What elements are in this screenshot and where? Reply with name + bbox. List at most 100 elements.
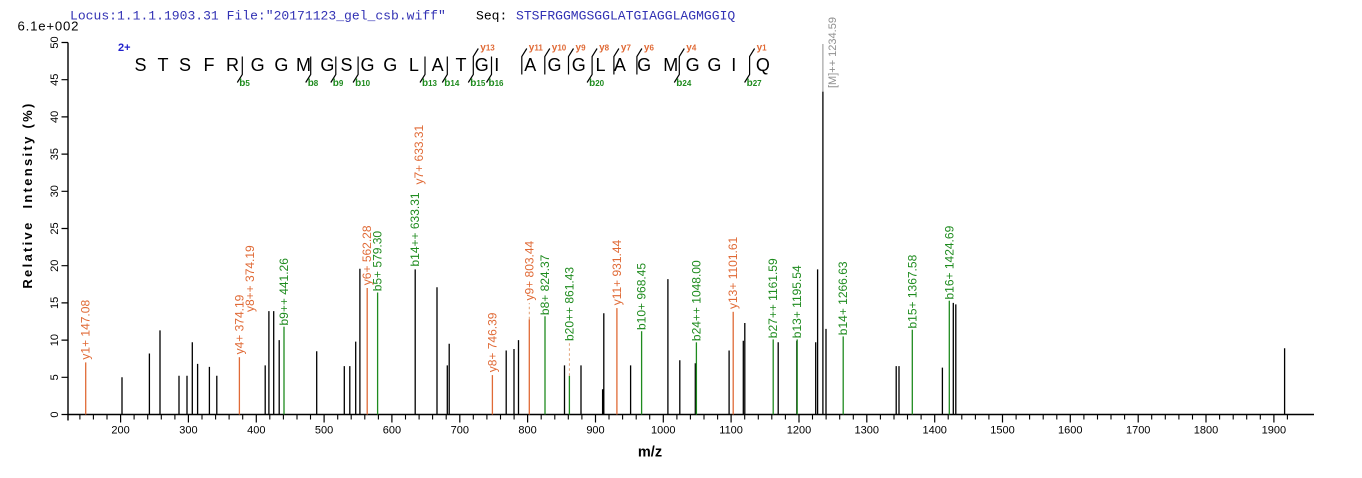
svg-text:y11: y11 (529, 43, 544, 54)
svg-text:b10+ 968.45: b10+ 968.45 (635, 263, 649, 330)
svg-text:G: G (547, 55, 561, 75)
svg-text:b9: b9 (333, 78, 344, 89)
svg-text:y13+ 1101.61: y13+ 1101.61 (726, 236, 740, 309)
svg-text:y8+ 746.39: y8+ 746.39 (485, 312, 499, 372)
svg-text:G: G (383, 55, 397, 75)
svg-text:10: 10 (49, 334, 61, 346)
svg-text:b13: b13 (422, 78, 438, 89)
svg-text:40: 40 (49, 111, 61, 123)
svg-text:b24++ 1048.00: b24++ 1048.00 (689, 260, 703, 341)
svg-text:6.1e+002: 6.1e+002 (18, 18, 80, 33)
svg-text:Q: Q (756, 55, 770, 75)
svg-text:L: L (409, 55, 419, 75)
svg-text:y13: y13 (480, 43, 495, 54)
svg-text:b10: b10 (355, 78, 371, 89)
svg-text:1200: 1200 (787, 425, 811, 437)
svg-text:b24: b24 (676, 78, 692, 89)
svg-text:b14: b14 (444, 78, 460, 89)
svg-text:M: M (663, 55, 678, 75)
svg-text:y4: y4 (686, 43, 697, 54)
svg-text:b5: b5 (239, 78, 250, 89)
svg-text:M: M (296, 55, 311, 75)
svg-text:1400: 1400 (922, 425, 946, 437)
svg-text:y1: y1 (757, 43, 768, 54)
svg-text:G: G (707, 55, 721, 75)
svg-text:S: S (340, 55, 352, 75)
svg-text:300: 300 (179, 425, 197, 437)
svg-text:I: I (731, 55, 736, 75)
svg-text:800: 800 (518, 425, 536, 437)
svg-text:b20++ 861.43: b20++ 861.43 (562, 267, 576, 341)
svg-text:1100: 1100 (719, 425, 743, 437)
svg-text:y10: y10 (552, 43, 567, 54)
svg-text:400: 400 (247, 425, 265, 437)
svg-text:b16: b16 (489, 78, 505, 89)
svg-text:b20: b20 (589, 78, 605, 89)
svg-text:b9++ 441.26: b9++ 441.26 (277, 258, 291, 326)
svg-text:y6: y6 (644, 43, 655, 54)
svg-text:[M]++ 1234.59: [M]++ 1234.59 (827, 17, 839, 88)
svg-text:G: G (274, 55, 288, 75)
svg-text:50: 50 (49, 36, 61, 48)
svg-text:b5+ 579.30: b5+ 579.30 (371, 231, 385, 292)
svg-text:y7+ 633.31: y7+ 633.31 (412, 124, 426, 184)
svg-text:b16+ 1424.69: b16+ 1424.69 (942, 225, 956, 299)
svg-text:600: 600 (383, 425, 401, 437)
svg-text:S: S (179, 55, 191, 75)
svg-text:y11+ 931.44: y11+ 931.44 (610, 239, 624, 305)
svg-text:2+: 2+ (118, 42, 131, 54)
svg-text:b13+ 1195.54: b13+ 1195.54 (790, 265, 804, 338)
svg-text:A: A (432, 55, 444, 75)
svg-text:5: 5 (49, 374, 61, 380)
svg-text:A: A (524, 55, 536, 75)
svg-text:G: G (686, 55, 700, 75)
svg-text:45: 45 (49, 74, 61, 86)
svg-text:Seq:: Seq: (476, 9, 507, 24)
svg-text:A: A (614, 55, 626, 75)
svg-text:35: 35 (49, 148, 61, 160)
svg-text:b15: b15 (470, 78, 486, 89)
svg-text:S: S (134, 55, 146, 75)
svg-text:1500: 1500 (990, 425, 1014, 437)
svg-text:T: T (456, 55, 467, 75)
svg-text:y6+ 562.28: y6+ 562.28 (360, 225, 374, 285)
svg-text:G: G (475, 55, 489, 75)
svg-text:G: G (360, 55, 374, 75)
svg-text:1300: 1300 (855, 425, 879, 437)
svg-text:y9+ 803.44: y9+ 803.44 (522, 240, 536, 300)
svg-text:I: I (494, 55, 499, 75)
svg-text:m/z: m/z (638, 445, 662, 461)
svg-text:700: 700 (451, 425, 469, 437)
svg-text:b27++ 1161.59: b27++ 1161.59 (766, 258, 780, 338)
svg-text:25: 25 (49, 222, 61, 234)
svg-text:15: 15 (49, 297, 61, 309)
svg-text:F: F (204, 55, 215, 75)
svg-text:b8: b8 (308, 78, 319, 89)
svg-text:G: G (637, 55, 651, 75)
svg-text:20: 20 (49, 260, 61, 272)
svg-text:G: G (320, 55, 334, 75)
svg-text:1800: 1800 (1194, 425, 1218, 437)
svg-text:b14++ 633.31: b14++ 633.31 (408, 192, 422, 266)
svg-text:200: 200 (111, 425, 129, 437)
svg-text:Locus:1.1.1.1903.31 File:"2017: Locus:1.1.1.1903.31 File:"20171123_gel_c… (70, 9, 446, 24)
svg-text:1900: 1900 (1262, 425, 1286, 437)
svg-text:y9: y9 (576, 43, 587, 54)
svg-text:b8+ 824.37: b8+ 824.37 (538, 254, 552, 315)
svg-text:R: R (226, 55, 239, 75)
svg-text:b14+ 1266.63: b14+ 1266.63 (836, 261, 850, 335)
svg-text:1700: 1700 (1126, 425, 1150, 437)
svg-text:L: L (595, 55, 605, 75)
svg-text:y1+ 147.08: y1+ 147.08 (79, 300, 93, 360)
svg-text:T: T (158, 55, 169, 75)
svg-text:b27: b27 (747, 78, 763, 89)
svg-text:y8: y8 (599, 43, 610, 54)
svg-text:30: 30 (49, 185, 61, 197)
svg-text:Relative Intensity (%): Relative Intensity (%) (20, 101, 35, 288)
svg-text:y8++ 374.19: y8++ 374.19 (243, 245, 257, 312)
svg-text:b15+ 1367.58: b15+ 1367.58 (905, 254, 919, 328)
svg-text:0: 0 (49, 411, 61, 417)
svg-text:y4+ 374.19: y4+ 374.19 (232, 294, 246, 354)
svg-text:1000: 1000 (651, 425, 675, 437)
svg-text:STSFRGGMGSGGLATGIAGGLAGMGGIQ: STSFRGGMGSGGLATGIAGGLAGMGGIQ (516, 9, 735, 24)
